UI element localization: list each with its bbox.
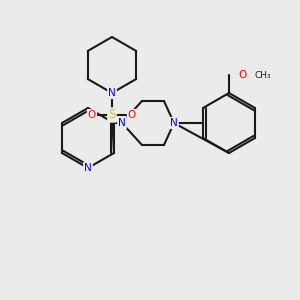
Text: N: N xyxy=(84,163,92,173)
Text: O: O xyxy=(88,110,96,120)
Text: S: S xyxy=(108,109,116,122)
Text: N: N xyxy=(118,118,126,128)
Text: O: O xyxy=(128,110,136,120)
Text: CH₃: CH₃ xyxy=(255,70,272,80)
Text: N: N xyxy=(170,118,178,128)
Text: O: O xyxy=(239,70,247,80)
Text: N: N xyxy=(108,88,116,98)
